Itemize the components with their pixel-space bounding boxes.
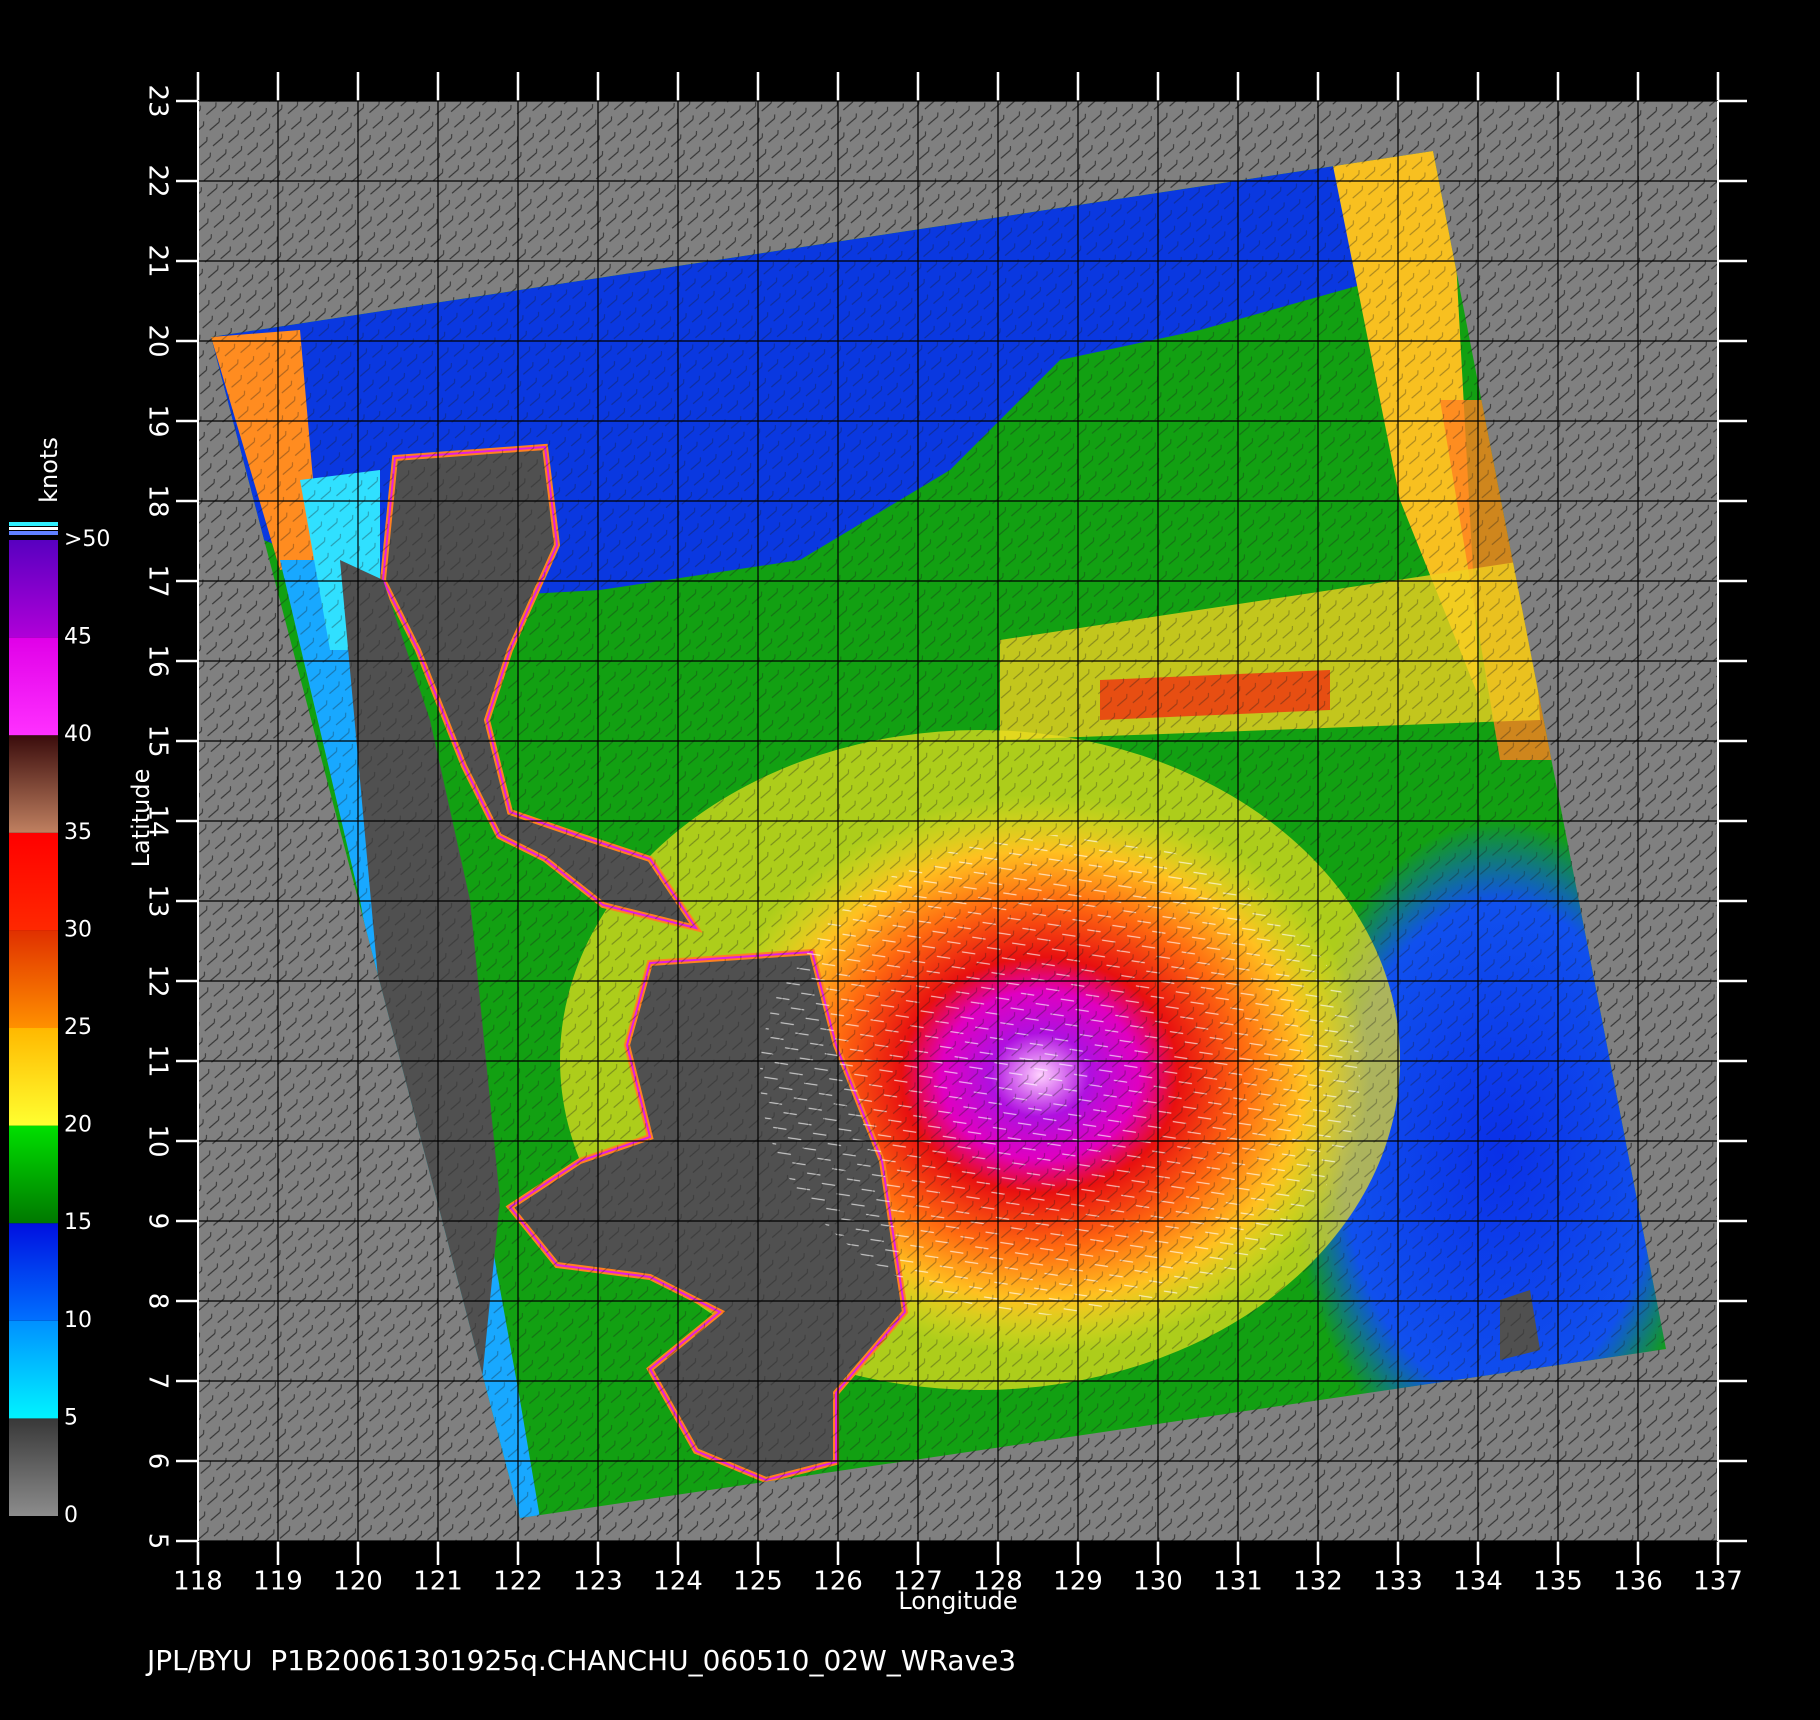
colorbar-tick-label: >50 xyxy=(64,527,110,552)
y-tick-label: 17 xyxy=(143,564,173,597)
y-tick-label: 7 xyxy=(143,1373,173,1390)
x-tick-label: 124 xyxy=(653,1567,703,1597)
y-tick-label: 11 xyxy=(143,1044,173,1077)
x-tick-label: 131 xyxy=(1213,1567,1263,1597)
y-tick-label: 8 xyxy=(143,1293,173,1310)
x-tick-label: 128 xyxy=(973,1567,1023,1597)
x-tick-label: 129 xyxy=(1053,1567,1103,1597)
x-tick-label: 136 xyxy=(1613,1567,1663,1597)
x-tick-label: 133 xyxy=(1373,1567,1423,1597)
colorbar-segment xyxy=(9,735,58,833)
y-axis-label: Latitude xyxy=(127,769,155,868)
x-tick-label: 134 xyxy=(1453,1567,1503,1597)
x-tick-label: 137 xyxy=(1693,1567,1743,1597)
x-tick-label: 132 xyxy=(1293,1567,1343,1597)
colorbar-segment xyxy=(9,832,58,931)
colorbar-tick-label: 5 xyxy=(64,1405,78,1430)
x-axis-label: Longitude xyxy=(898,1587,1017,1615)
colorbar-tick-label: 15 xyxy=(64,1210,92,1235)
colorbar-tick-label: 35 xyxy=(64,820,92,845)
y-tick-label: 20 xyxy=(143,324,173,357)
y-tick-label: 21 xyxy=(143,244,173,277)
y-tick-label: 10 xyxy=(143,1124,173,1157)
wind-swath xyxy=(211,151,1666,1518)
colorbar-tick-label: 10 xyxy=(64,1308,92,1333)
x-tick-label: 120 xyxy=(333,1567,383,1597)
x-tick-label: 122 xyxy=(493,1567,543,1597)
colorbar-segment xyxy=(9,637,58,736)
colorbar-tick-label: 25 xyxy=(64,1015,92,1040)
y-tick-label: 6 xyxy=(143,1453,173,1470)
colorbar-tick-label: 40 xyxy=(64,722,92,747)
y-tick-label: 9 xyxy=(143,1213,173,1230)
colorbar-cap xyxy=(9,522,58,526)
colorbar-segment xyxy=(9,930,58,1028)
colorbar-segment xyxy=(9,1320,58,1419)
x-tick-label: 130 xyxy=(1133,1567,1183,1597)
x-tick-label: 126 xyxy=(813,1567,863,1597)
x-tick-label: 135 xyxy=(1533,1567,1583,1597)
colorbar-segment xyxy=(9,1418,58,1516)
y-tick-label: 19 xyxy=(143,404,173,437)
x-tick-label: 121 xyxy=(413,1567,463,1597)
y-tick-label: 13 xyxy=(143,884,173,917)
colorbar-segment xyxy=(9,1223,58,1321)
colorbar-tick-label: 20 xyxy=(64,1113,92,1138)
colorbar-title: knots xyxy=(35,437,63,503)
x-tick-label: 123 xyxy=(573,1567,623,1597)
x-tick-label: 125 xyxy=(733,1567,783,1597)
colorbar-segment xyxy=(9,540,58,638)
y-tick-label: 22 xyxy=(143,164,173,197)
colorbar-segment xyxy=(9,1028,58,1126)
x-tick-label: 119 xyxy=(253,1567,303,1597)
colorbar-cap xyxy=(9,527,58,530)
y-tick-label: 16 xyxy=(143,644,173,677)
colorbar-tick-label: 45 xyxy=(64,625,92,650)
y-tick-label: 18 xyxy=(143,484,173,517)
colorbar-cap xyxy=(9,531,58,535)
x-tick-label: 118 xyxy=(173,1567,223,1597)
y-tick-label: 12 xyxy=(143,964,173,997)
footer-caption: JPL/BYU P1B20061301925q.CHANCHU_060510_0… xyxy=(145,1644,1016,1677)
colorbar-segment xyxy=(9,1125,58,1224)
y-tick-label: 14 xyxy=(143,804,173,837)
colorbar-tick-label: 30 xyxy=(64,917,92,942)
colorbar-tick-label: 0 xyxy=(64,1503,78,1528)
y-tick-label: 5 xyxy=(143,1533,173,1550)
x-tick-label: 127 xyxy=(893,1567,943,1597)
y-tick-label: 15 xyxy=(143,724,173,757)
y-tick-label: 23 xyxy=(143,84,173,117)
